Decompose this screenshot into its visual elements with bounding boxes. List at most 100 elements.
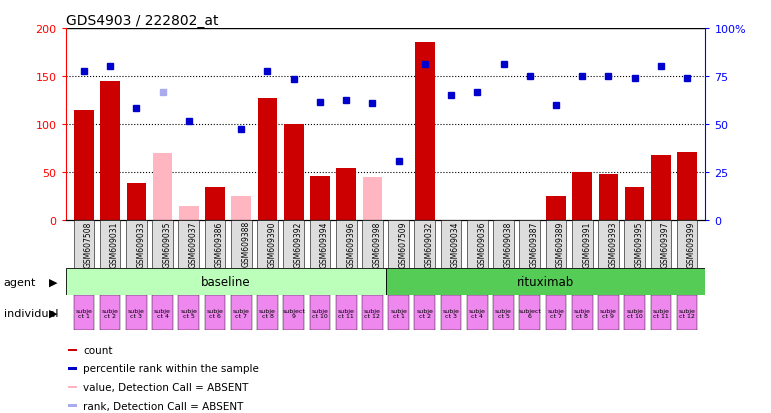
Text: subje
ct 1: subje ct 1 <box>76 308 93 318</box>
Bar <box>284 221 304 268</box>
Text: GSM609399: GSM609399 <box>687 221 696 267</box>
Bar <box>74 111 94 221</box>
Bar <box>231 221 251 268</box>
Text: agent: agent <box>4 277 36 287</box>
Bar <box>625 188 645 221</box>
Text: subje
ct 8: subje ct 8 <box>574 308 591 318</box>
Bar <box>336 295 356 330</box>
Text: GSM609397: GSM609397 <box>661 221 670 267</box>
Bar <box>310 177 330 221</box>
Bar <box>258 99 278 221</box>
Bar <box>126 295 146 330</box>
Bar <box>415 295 435 330</box>
Text: subje
ct 11: subje ct 11 <box>338 308 355 318</box>
Text: GSM609031: GSM609031 <box>110 221 120 267</box>
Text: subje
ct 10: subje ct 10 <box>626 308 643 318</box>
Text: value, Detection Call = ABSENT: value, Detection Call = ABSENT <box>83 382 248 392</box>
Text: GDS4903 / 222802_at: GDS4903 / 222802_at <box>66 14 218 28</box>
Text: GSM609396: GSM609396 <box>346 221 355 267</box>
Text: subje
ct 4: subje ct 4 <box>469 308 486 318</box>
Text: ▶: ▶ <box>49 277 57 287</box>
Text: subje
ct 8: subje ct 8 <box>259 308 276 318</box>
Text: GSM609035: GSM609035 <box>163 221 172 267</box>
Text: subje
ct 7: subje ct 7 <box>547 308 564 318</box>
Bar <box>231 295 251 330</box>
Text: GSM607508: GSM607508 <box>84 221 93 267</box>
Text: GSM609387: GSM609387 <box>530 221 539 267</box>
Text: individual: individual <box>4 308 59 318</box>
Bar <box>257 221 278 268</box>
Bar <box>598 175 618 221</box>
Bar <box>677 221 698 268</box>
Bar <box>598 221 619 268</box>
Bar <box>493 221 514 268</box>
Text: subje
ct 3: subje ct 3 <box>443 308 460 318</box>
Bar <box>625 295 645 330</box>
Bar <box>598 295 619 330</box>
Bar <box>257 295 278 330</box>
Bar <box>205 188 225 221</box>
Text: rank, Detection Call = ABSENT: rank, Detection Call = ABSENT <box>83 401 244 411</box>
Text: subje
ct 6: subje ct 6 <box>207 308 224 318</box>
Bar <box>493 295 514 330</box>
Text: rituximab: rituximab <box>517 275 574 288</box>
Text: GSM609032: GSM609032 <box>425 221 434 267</box>
Bar <box>572 221 593 268</box>
Bar <box>178 295 199 330</box>
Bar <box>231 197 251 221</box>
Bar <box>546 197 566 221</box>
Text: subje
ct 12: subje ct 12 <box>364 308 381 318</box>
Bar <box>284 125 304 221</box>
Bar <box>467 221 487 268</box>
Text: subje
ct 1: subje ct 1 <box>390 308 407 318</box>
Bar <box>677 153 697 221</box>
Text: GSM609395: GSM609395 <box>635 221 644 267</box>
Bar <box>152 295 173 330</box>
Bar <box>100 82 120 221</box>
Bar <box>99 295 120 330</box>
Text: GSM609392: GSM609392 <box>294 221 303 267</box>
Bar <box>572 173 592 221</box>
Text: GSM609398: GSM609398 <box>372 221 382 267</box>
Text: GSM609391: GSM609391 <box>582 221 591 267</box>
Bar <box>441 295 461 330</box>
Text: GSM607509: GSM607509 <box>399 221 408 267</box>
Text: GSM609394: GSM609394 <box>320 221 329 267</box>
Bar <box>651 295 672 330</box>
Text: subje
ct 2: subje ct 2 <box>102 308 119 318</box>
Bar <box>415 221 435 268</box>
Text: GSM609390: GSM609390 <box>268 221 277 267</box>
Bar <box>310 221 330 268</box>
Text: GSM609038: GSM609038 <box>503 221 513 267</box>
Text: subje
ct 3: subje ct 3 <box>128 308 145 318</box>
Bar <box>204 295 225 330</box>
Bar <box>467 295 487 330</box>
Bar <box>625 221 645 268</box>
Text: subje
ct 11: subje ct 11 <box>652 308 669 318</box>
Bar <box>336 221 356 268</box>
Bar <box>73 221 94 268</box>
Bar <box>389 221 409 268</box>
Bar <box>126 183 146 221</box>
Bar <box>677 295 698 330</box>
Text: subje
ct 4: subje ct 4 <box>154 308 171 318</box>
Bar <box>153 154 173 221</box>
Text: GSM609389: GSM609389 <box>556 221 565 267</box>
Bar <box>546 295 567 330</box>
Text: GSM609393: GSM609393 <box>608 221 618 267</box>
Bar <box>651 156 671 221</box>
Text: subje
ct 12: subje ct 12 <box>678 308 695 318</box>
Bar <box>99 221 120 268</box>
Text: baseline: baseline <box>200 275 251 288</box>
Bar <box>362 178 382 221</box>
Text: GSM609388: GSM609388 <box>241 221 251 267</box>
Text: subje
ct 9: subje ct 9 <box>600 308 617 318</box>
Bar <box>386 268 705 295</box>
Bar <box>415 43 435 221</box>
Bar <box>389 295 409 330</box>
Bar <box>152 221 173 268</box>
Text: ▶: ▶ <box>49 308 57 318</box>
Text: count: count <box>83 345 113 355</box>
Bar <box>68 349 76 351</box>
Bar <box>73 295 94 330</box>
